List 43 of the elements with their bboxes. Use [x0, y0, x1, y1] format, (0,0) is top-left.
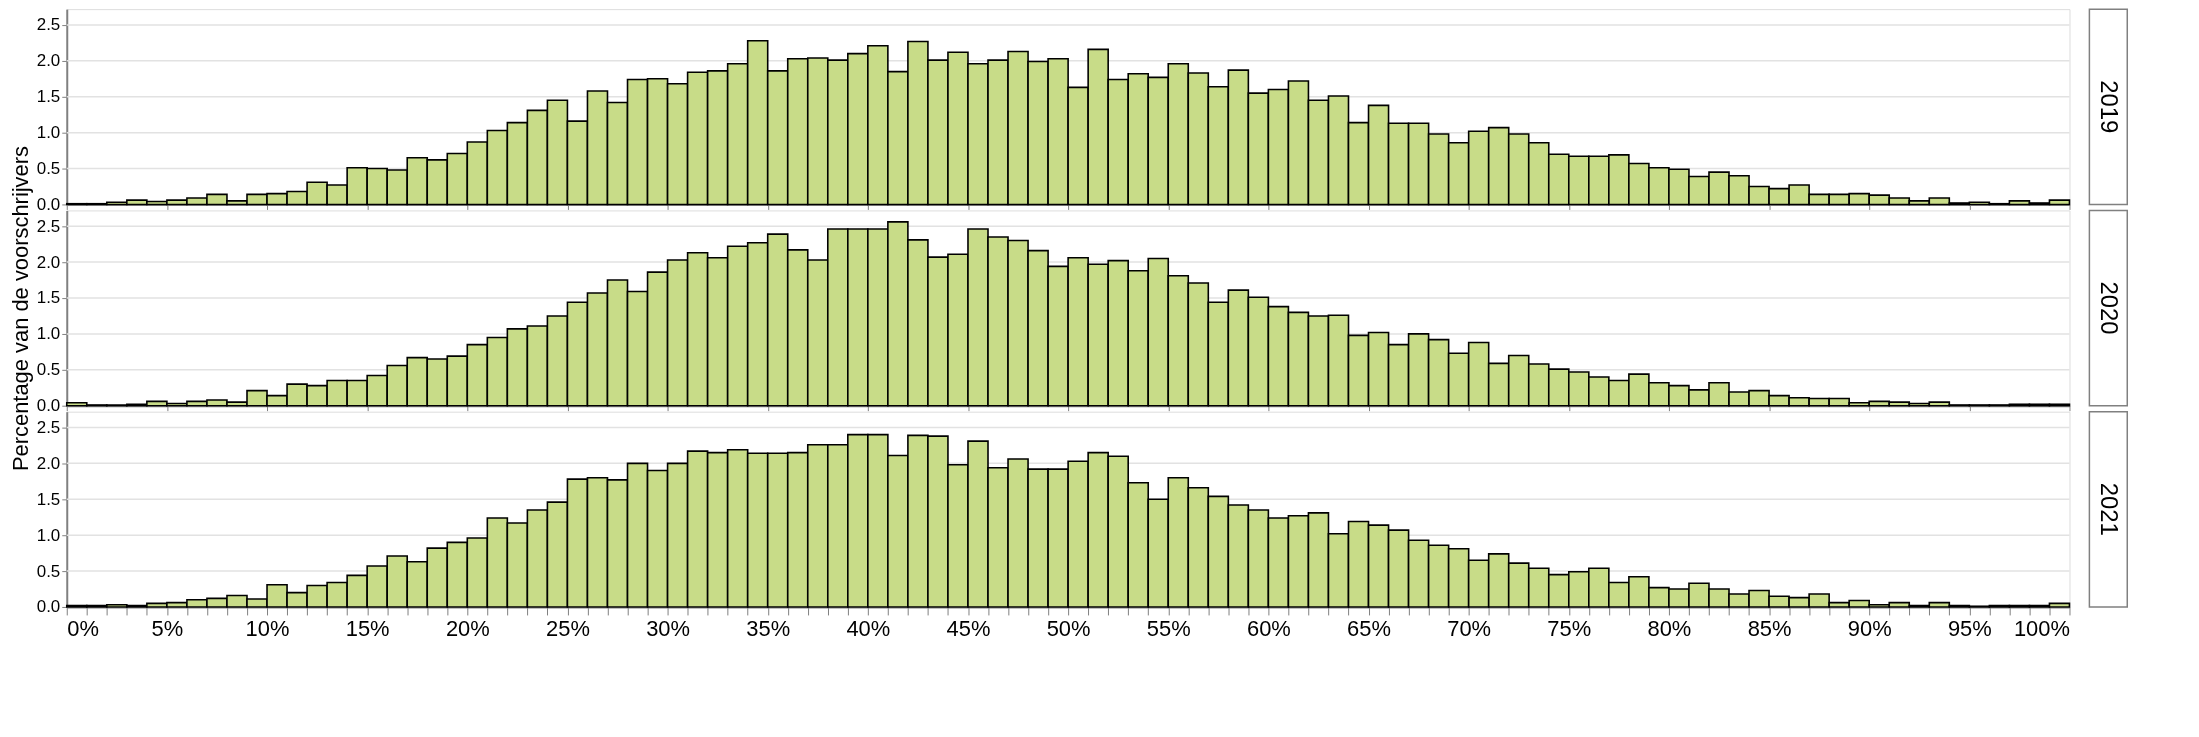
x-tick-label: 80% — [1647, 616, 1692, 642]
x-tick-label: 10% — [245, 616, 290, 642]
y-tick-label: 2.0 — [36, 51, 61, 71]
x-tick-label: 85% — [1747, 616, 1792, 642]
x-tick-label: 70% — [1447, 616, 1492, 642]
y-tick-label: 2.0 — [36, 252, 61, 272]
y-tick-label: 1.0 — [36, 525, 61, 545]
x-tick-label: 20% — [445, 616, 490, 642]
y-tick-label: 2.5 — [36, 417, 61, 437]
y-axis-title: Percentage van de voorschrijvers — [7, 145, 33, 472]
text: 2020 — [2096, 281, 2124, 335]
y-tick-label: 0.5 — [36, 360, 61, 380]
text: 2019 — [2096, 80, 2124, 134]
y-tick-label: 0.5 — [36, 159, 61, 179]
y-tick-label: 1.0 — [36, 324, 61, 344]
y-tick-label: 1.5 — [36, 489, 61, 509]
y-tick-label: 2.5 — [36, 216, 61, 236]
text: 2021 — [2096, 482, 2124, 536]
x-tick-label: 50% — [1046, 616, 1091, 642]
y-tick-label: 0.0 — [36, 194, 61, 214]
x-tick-label: 90% — [1847, 616, 1892, 642]
x-tick-label: 55% — [1146, 616, 1191, 642]
x-tick-label: 30% — [646, 616, 690, 642]
x-tick-label: 100% — [2013, 616, 2070, 642]
x-tick-label: 0% — [67, 616, 99, 642]
x-tick-label: 75% — [1547, 616, 1592, 642]
y-tick-label: 1.5 — [36, 87, 61, 107]
x-tick-label: 15% — [345, 616, 390, 642]
x-tick-label: 95% — [1947, 616, 1992, 642]
y-tick-label: 0.0 — [36, 597, 61, 617]
x-tick-label: 25% — [546, 616, 590, 642]
x-tick-label: 45% — [946, 616, 991, 642]
y-tick-label: 2.5 — [36, 15, 61, 35]
x-tick-label: 5% — [151, 616, 184, 642]
y-tick-label: 0.5 — [36, 561, 61, 581]
y-tick-label: 1.0 — [36, 123, 61, 143]
y-tick-label: 2.0 — [36, 453, 61, 473]
x-tick-label: 35% — [746, 616, 791, 642]
y-tick-label: 0.0 — [36, 396, 61, 416]
y-tick-label: 1.5 — [36, 288, 61, 308]
x-tick-label: 60% — [1246, 616, 1291, 642]
x-tick-label: 40% — [846, 616, 891, 642]
x-tick-label: 65% — [1347, 616, 1391, 642]
